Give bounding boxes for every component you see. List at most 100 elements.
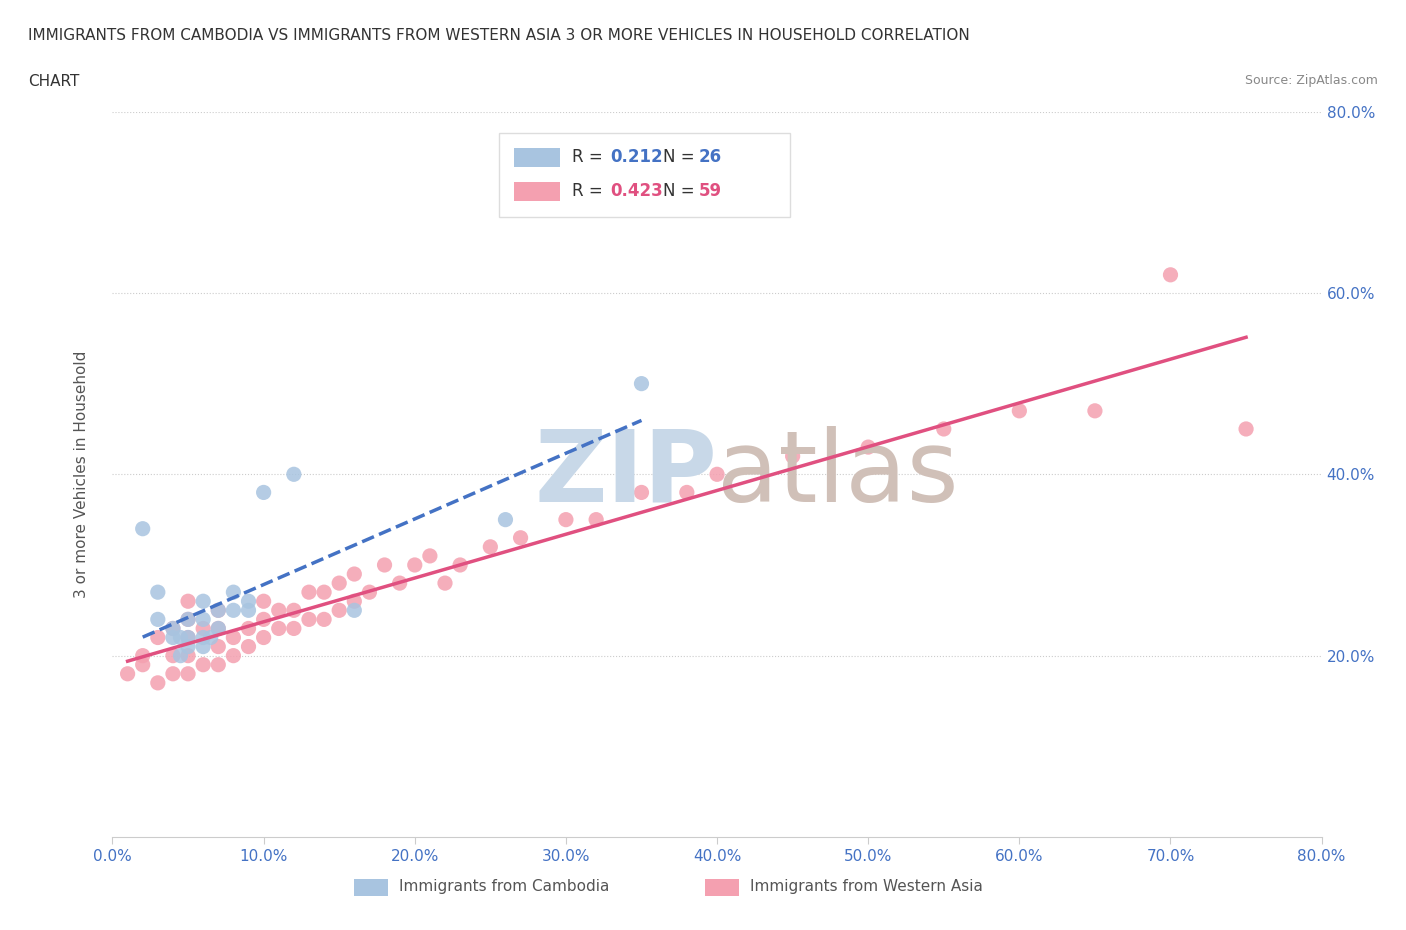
Point (267, 603, 290, 618)
Point (706, 467, 728, 482)
Point (177, 631, 200, 645)
Point (1084, 404, 1107, 418)
Point (162, 621, 184, 636)
Point (479, 539, 502, 554)
Point (419, 549, 441, 564)
Text: Immigrants from Cambodia: Immigrants from Cambodia (399, 879, 609, 894)
Text: 0.212: 0.212 (610, 148, 664, 166)
Point (267, 621, 290, 636)
Point (162, 648, 184, 663)
Point (238, 639, 260, 654)
Point (328, 576, 350, 591)
Point (343, 603, 366, 618)
Point (191, 621, 214, 636)
Point (207, 621, 229, 636)
Point (1159, 268, 1181, 283)
Point (162, 631, 184, 645)
Point (177, 639, 200, 654)
Point (388, 576, 411, 591)
FancyBboxPatch shape (515, 182, 560, 201)
Point (1234, 421, 1257, 436)
Point (343, 594, 366, 609)
Point (253, 631, 276, 645)
Point (207, 603, 229, 618)
Text: Immigrants from Western Asia: Immigrants from Western Asia (749, 879, 983, 894)
Point (191, 658, 214, 672)
Point (132, 658, 155, 672)
Point (177, 612, 200, 627)
Text: IMMIGRANTS FROM CAMBODIA VS IMMIGRANTS FROM WESTERN ASIA 3 OR MORE VEHICLES IN H: IMMIGRANTS FROM CAMBODIA VS IMMIGRANTS F… (28, 28, 970, 43)
Point (222, 603, 245, 618)
Point (283, 467, 305, 482)
Point (207, 603, 229, 618)
Point (343, 566, 366, 581)
Point (162, 667, 184, 682)
Text: N =: N = (662, 148, 700, 166)
Point (554, 512, 576, 527)
Point (314, 585, 336, 600)
Point (191, 594, 214, 609)
Point (433, 576, 456, 591)
Point (222, 648, 245, 663)
Point (117, 667, 139, 682)
Point (932, 421, 955, 436)
Point (238, 603, 260, 618)
Point (314, 612, 336, 627)
Point (404, 558, 426, 573)
Point (630, 485, 652, 500)
Point (177, 594, 200, 609)
Point (298, 612, 321, 627)
Text: 26: 26 (699, 148, 723, 166)
Point (283, 621, 305, 636)
Point (238, 594, 260, 609)
Point (191, 631, 214, 645)
Text: R =: R = (572, 181, 607, 200)
Point (585, 512, 607, 527)
Point (253, 485, 276, 500)
Point (509, 530, 531, 545)
Point (162, 621, 184, 636)
FancyBboxPatch shape (354, 879, 388, 897)
Point (449, 558, 471, 573)
Text: 0.423: 0.423 (610, 181, 664, 200)
Text: N =: N = (662, 181, 700, 200)
Text: atlas: atlas (717, 426, 959, 523)
Point (191, 639, 214, 654)
FancyBboxPatch shape (499, 133, 790, 217)
Point (328, 603, 350, 618)
Point (177, 648, 200, 663)
Text: Source: ZipAtlas.com: Source: ZipAtlas.com (1244, 74, 1378, 87)
Text: R =: R = (572, 148, 607, 166)
Point (782, 449, 804, 464)
Point (132, 521, 155, 536)
Point (146, 612, 169, 627)
Point (177, 667, 200, 682)
Point (207, 621, 229, 636)
Point (207, 658, 229, 672)
FancyBboxPatch shape (704, 879, 738, 897)
Point (675, 485, 697, 500)
Point (238, 621, 260, 636)
FancyBboxPatch shape (515, 148, 560, 166)
Point (207, 639, 229, 654)
Point (200, 631, 222, 645)
Point (253, 612, 276, 627)
Point (146, 585, 169, 600)
Point (359, 585, 381, 600)
Text: 59: 59 (699, 181, 723, 200)
Point (222, 631, 245, 645)
Point (169, 648, 191, 663)
Point (132, 648, 155, 663)
Point (1008, 404, 1031, 418)
Text: CHART: CHART (28, 74, 80, 89)
Point (298, 585, 321, 600)
Point (177, 612, 200, 627)
Point (191, 612, 214, 627)
Point (253, 594, 276, 609)
Point (495, 512, 517, 527)
Point (177, 631, 200, 645)
Point (146, 631, 169, 645)
Point (856, 440, 880, 455)
Point (146, 675, 169, 690)
Point (222, 585, 245, 600)
